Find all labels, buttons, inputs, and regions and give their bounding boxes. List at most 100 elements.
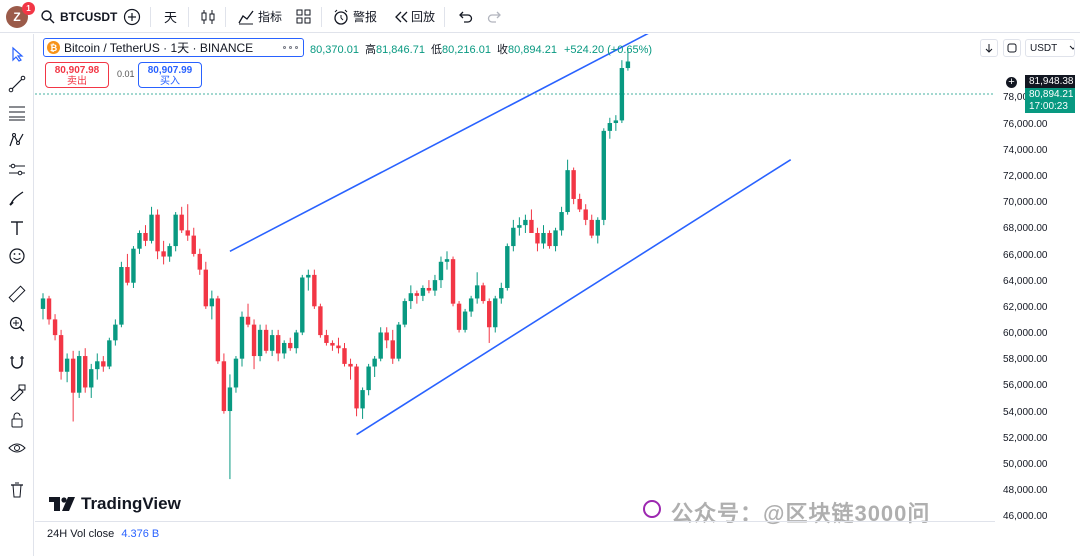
candle-body[interactable] bbox=[173, 214, 178, 247]
chart-pane[interactable]: 78,000.0076,000.0074,000.0072,000.0070,0… bbox=[35, 34, 1080, 556]
candle-body[interactable] bbox=[76, 356, 82, 393]
candle-body[interactable] bbox=[384, 332, 389, 341]
candle-body[interactable] bbox=[191, 235, 196, 254]
candle-body[interactable] bbox=[559, 212, 564, 231]
candle-body[interactable] bbox=[342, 348, 347, 364]
candle-body[interactable] bbox=[493, 298, 498, 328]
candle-body[interactable] bbox=[161, 251, 166, 257]
candle-body[interactable] bbox=[101, 361, 106, 367]
cursor-icon[interactable] bbox=[5, 42, 29, 66]
candle-body[interactable] bbox=[233, 358, 239, 388]
candle-body[interactable] bbox=[64, 358, 70, 372]
candle-body[interactable] bbox=[505, 246, 510, 288]
candle-body[interactable] bbox=[155, 214, 160, 252]
candle-body[interactable] bbox=[511, 227, 516, 247]
candle-body[interactable] bbox=[523, 219, 528, 226]
candle-body[interactable] bbox=[613, 120, 619, 124]
candle-body[interactable] bbox=[426, 287, 432, 291]
candle-body[interactable] bbox=[40, 298, 46, 309]
candle-body[interactable] bbox=[553, 230, 558, 247]
candle-body[interactable] bbox=[444, 259, 450, 262]
candle-body[interactable] bbox=[227, 387, 233, 412]
candle-body[interactable] bbox=[318, 306, 323, 336]
candle-body[interactable] bbox=[143, 232, 148, 241]
legend-menu-icon[interactable] bbox=[283, 46, 299, 49]
candle-body[interactable] bbox=[167, 246, 172, 257]
candle-body[interactable] bbox=[408, 293, 414, 302]
price-chart[interactable] bbox=[35, 34, 1080, 556]
candle-body[interactable] bbox=[263, 329, 269, 351]
layouts-button[interactable] bbox=[295, 0, 312, 33]
eye-icon[interactable] bbox=[5, 436, 29, 460]
trend-line-icon[interactable] bbox=[5, 72, 29, 96]
candle-body[interactable] bbox=[517, 225, 522, 228]
candle-body[interactable] bbox=[330, 342, 335, 346]
candle-body[interactable] bbox=[179, 214, 184, 231]
add-alert-icon[interactable]: + bbox=[1005, 76, 1018, 89]
trash-icon[interactable] bbox=[5, 478, 29, 502]
candle-body[interactable] bbox=[131, 248, 136, 283]
candle-body[interactable] bbox=[125, 267, 130, 283]
candle-body[interactable] bbox=[52, 319, 58, 336]
candle-body[interactable] bbox=[269, 335, 275, 351]
candle-body[interactable] bbox=[577, 198, 582, 210]
candle-body[interactable] bbox=[89, 369, 94, 388]
sell-button[interactable]: 80,907.98 卖出 bbox=[45, 62, 109, 88]
lock-draw-icon[interactable] bbox=[5, 380, 29, 404]
forecast-icon[interactable] bbox=[5, 158, 29, 182]
candle-body[interactable] bbox=[348, 363, 353, 367]
symbol-legend[interactable]: ₿ Bitcoin / TetherUS · 1天 · BINANCE bbox=[43, 38, 305, 57]
price-axis[interactable]: 78,000.0076,000.0074,000.0072,000.0070,0… bbox=[995, 34, 1080, 556]
candle-body[interactable] bbox=[462, 311, 468, 330]
candle-body[interactable] bbox=[450, 259, 456, 304]
sync-button[interactable] bbox=[1003, 39, 1021, 57]
candle-body[interactable] bbox=[113, 324, 118, 341]
candle-body[interactable] bbox=[474, 285, 480, 299]
candle-body[interactable] bbox=[601, 130, 606, 220]
replay-button[interactable]: 回放 bbox=[393, 0, 435, 33]
ruler-icon[interactable] bbox=[5, 282, 29, 306]
candle-body[interactable] bbox=[137, 232, 142, 249]
undo-button[interactable] bbox=[457, 0, 473, 33]
candle-body[interactable] bbox=[324, 335, 329, 343]
currency-selector[interactable]: USDT bbox=[1025, 39, 1075, 57]
candle-body[interactable] bbox=[360, 390, 365, 409]
candle-body[interactable] bbox=[95, 361, 100, 370]
candle-body[interactable] bbox=[185, 230, 190, 236]
candle-body[interactable] bbox=[107, 340, 112, 367]
candle-body[interactable] bbox=[275, 335, 281, 354]
candle-body[interactable] bbox=[396, 324, 401, 359]
magnet-icon[interactable] bbox=[5, 350, 29, 374]
lightning-icon[interactable] bbox=[643, 500, 661, 518]
compare-button[interactable] bbox=[123, 0, 141, 33]
candle-body[interactable] bbox=[583, 209, 588, 220]
candle-body[interactable] bbox=[70, 358, 76, 393]
brush-icon[interactable] bbox=[5, 186, 29, 210]
symbol-search-button[interactable]: BTCUSDT bbox=[40, 0, 117, 33]
chart-type-button[interactable] bbox=[199, 0, 217, 33]
candle-body[interactable] bbox=[251, 324, 257, 357]
candle-body[interactable] bbox=[595, 219, 600, 236]
candle-body[interactable] bbox=[487, 301, 492, 328]
candle-body[interactable] bbox=[119, 267, 124, 325]
candle-body[interactable] bbox=[203, 269, 209, 307]
candle-body[interactable] bbox=[239, 316, 245, 359]
user-avatar[interactable]: Z 1 bbox=[6, 2, 35, 28]
pattern-icon[interactable] bbox=[5, 128, 29, 152]
candle-body[interactable] bbox=[306, 274, 311, 278]
candle-body[interactable] bbox=[414, 293, 420, 296]
text-icon[interactable] bbox=[5, 216, 29, 240]
unlock-icon[interactable] bbox=[5, 408, 29, 432]
candle-body[interactable] bbox=[149, 214, 154, 241]
candle-body[interactable] bbox=[499, 287, 504, 299]
candle-body[interactable] bbox=[209, 298, 215, 307]
candle-body[interactable] bbox=[245, 316, 251, 325]
candle-body[interactable] bbox=[282, 342, 287, 354]
candle-body[interactable] bbox=[571, 170, 576, 199]
candle-body[interactable] bbox=[378, 332, 383, 359]
candle-body[interactable] bbox=[294, 332, 299, 349]
candle-body[interactable] bbox=[58, 335, 64, 372]
candle-body[interactable] bbox=[366, 366, 371, 391]
candle-body[interactable] bbox=[83, 356, 88, 388]
candle-body[interactable] bbox=[420, 287, 426, 296]
